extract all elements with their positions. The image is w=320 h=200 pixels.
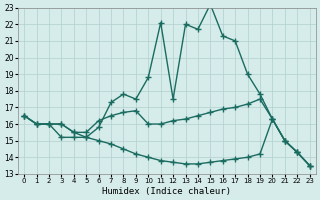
X-axis label: Humidex (Indice chaleur): Humidex (Indice chaleur) bbox=[102, 187, 231, 196]
